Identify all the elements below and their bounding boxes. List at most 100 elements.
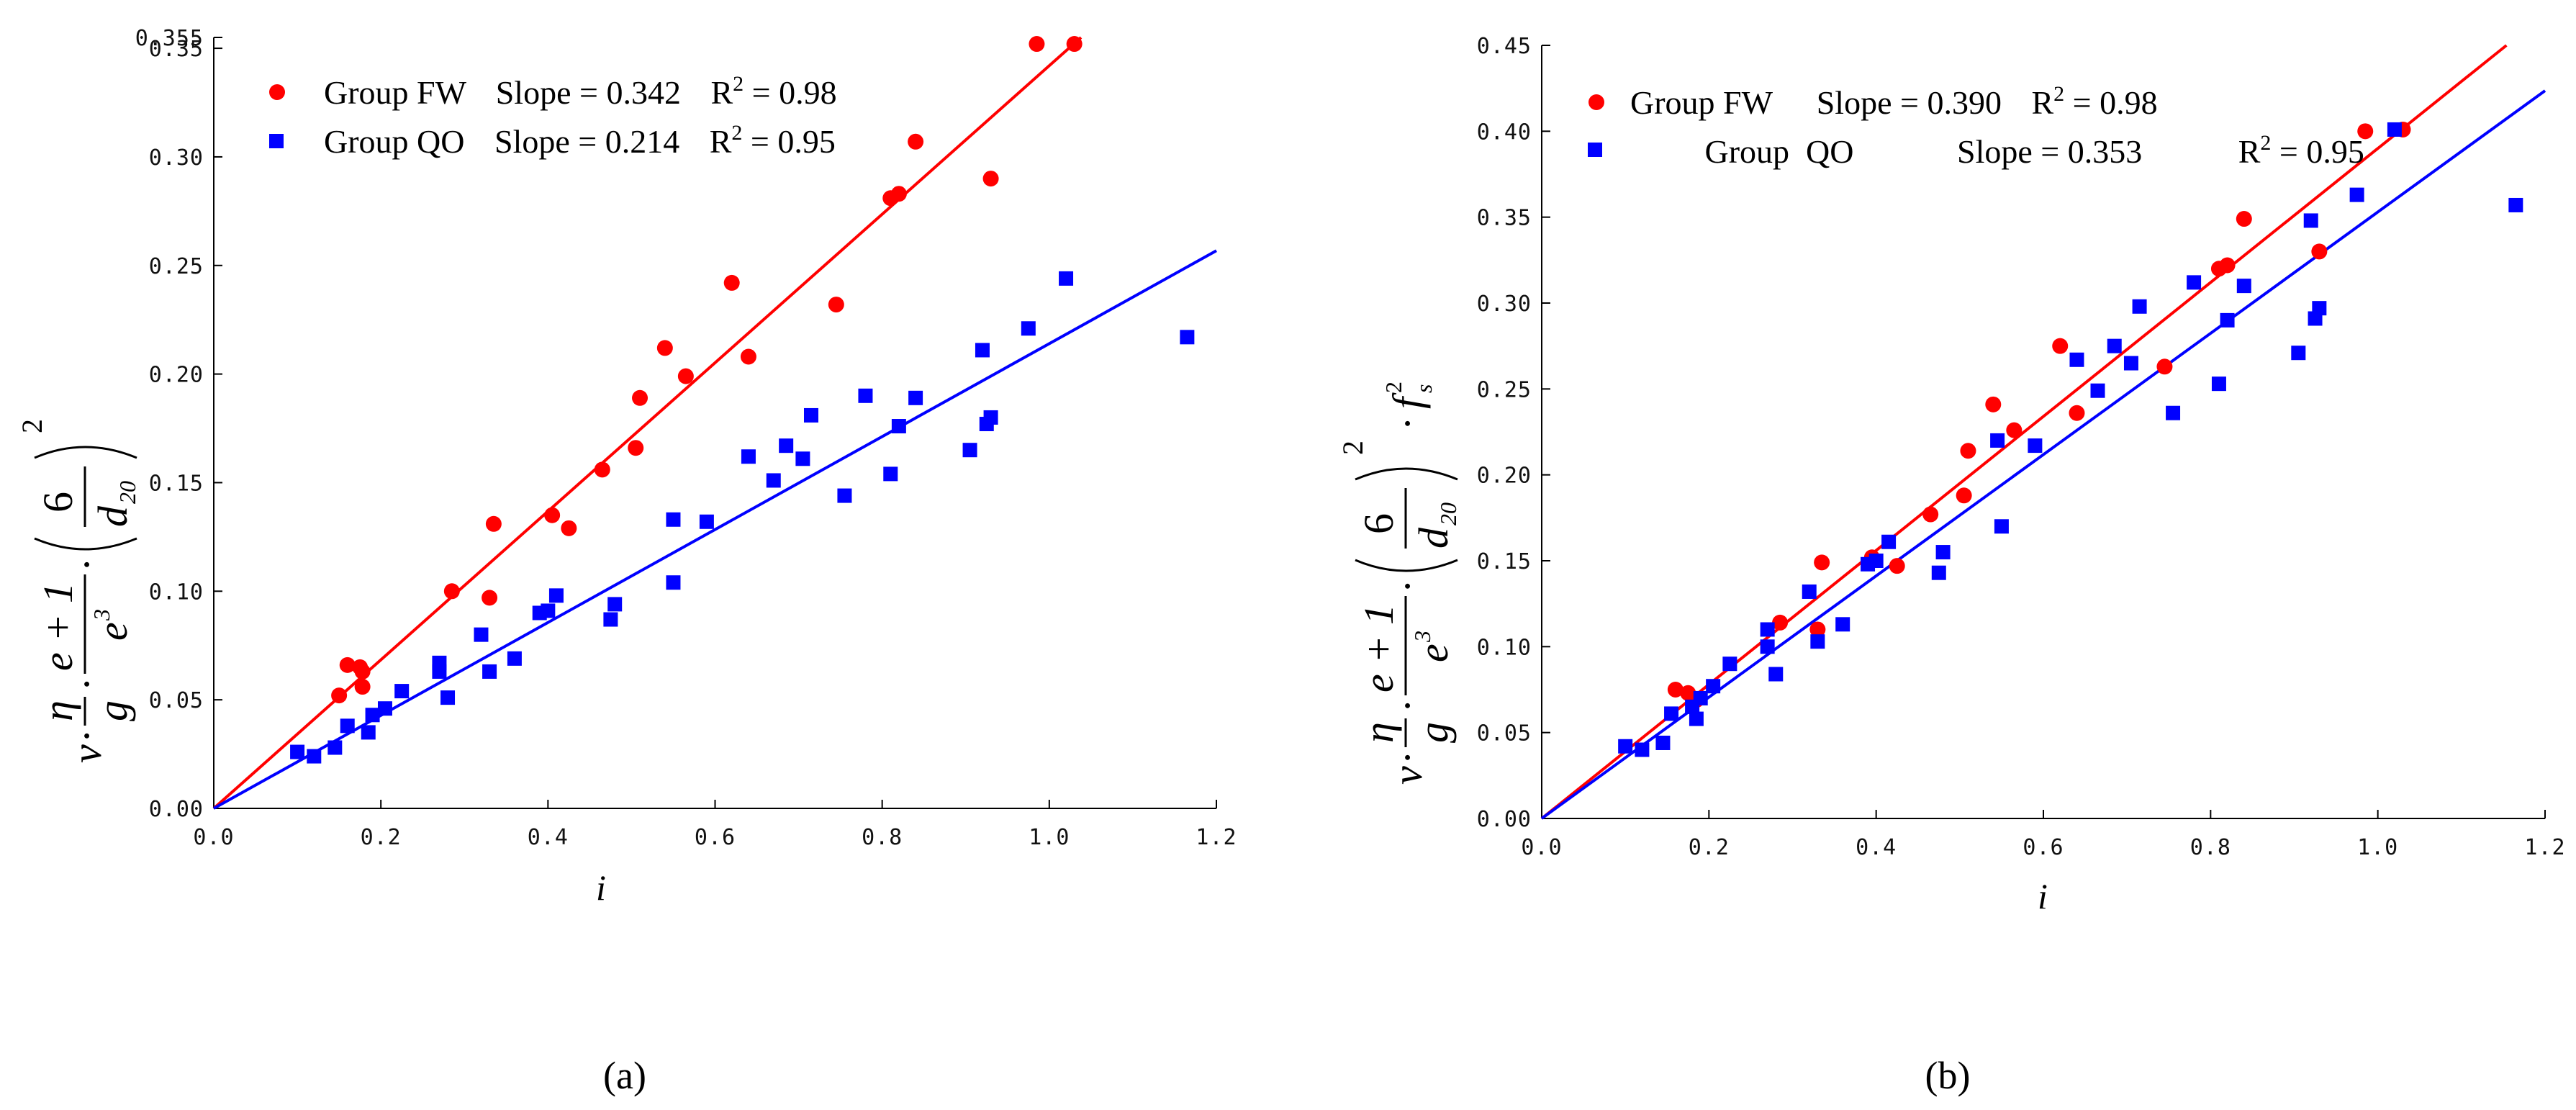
- plot-area-a: 0.0 0.2 0.4 0.6 0.8 1.0 1.2 0.00 0.05 0.10 0.15 0.2…: [135, 26, 1237, 850]
- point-group-qo-b: [1664, 706, 1679, 721]
- legend-marker-qo-b: [1588, 143, 1602, 157]
- plot-area-b: 0.0 0.2 0.4 0.6 0.8 1.0 1.2 0.00 0.05 0.10 0.15 0.2…: [1477, 34, 2565, 860]
- y-axis-title-b: v · η g · e + 1 e 3 · 6 d 20 2 · f 2 s: [1337, 382, 1461, 785]
- point-group-qo-a: [307, 749, 322, 764]
- point-group-qo-a: [803, 407, 818, 423]
- point-group-qo-a: [891, 419, 906, 434]
- legend-marker-qo: [269, 134, 284, 148]
- point-group-qo-b: [1810, 634, 1825, 649]
- point-group-qo-a: [1180, 330, 1195, 345]
- point-group-fw-b: [2236, 211, 2252, 227]
- x-tick-label-b: 0.0: [1521, 835, 1562, 860]
- fit-line-group-qo-b: [1540, 89, 2546, 820]
- fit-line-group-fw-a: [212, 36, 1083, 810]
- y-tick-label-b: 0.10: [1477, 635, 1532, 660]
- point-group-fw-b: [2052, 338, 2069, 354]
- svg-text:·: ·: [1384, 699, 1431, 713]
- point-group-qo-b: [1706, 679, 1721, 694]
- svg-text:2: 2: [1337, 441, 1369, 455]
- svg-text:e: e: [89, 622, 136, 641]
- y-tick-label-a: 0.355: [135, 26, 204, 51]
- point-group-qo-b: [2387, 122, 2402, 137]
- point-group-fw-a: [354, 679, 371, 695]
- point-group-qo-a: [766, 473, 781, 488]
- point-group-fw-b: [2357, 123, 2374, 140]
- y-tick-label-a: 0.25: [149, 254, 204, 279]
- panel-caption-b: (b): [1925, 1054, 1971, 1097]
- point-group-fw-a: [740, 348, 756, 365]
- point-group-qo-b: [1931, 565, 1946, 580]
- point-group-fw-b: [1809, 621, 1826, 638]
- point-group-qo-a: [432, 655, 447, 670]
- point-group-fw-b: [1772, 614, 1789, 631]
- y-tick-label-b: 0.45: [1477, 34, 1532, 59]
- y-tick-label-b: 0.35: [1477, 206, 1532, 231]
- y-tick-label-b: 0.15: [1477, 549, 1532, 574]
- y-tick-label-b: 0.20: [1477, 464, 1532, 489]
- point-group-qo-b: [2211, 376, 2226, 392]
- point-group-qo-a: [603, 612, 618, 627]
- point-group-qo-b: [2349, 187, 2364, 202]
- svg-text:·: ·: [63, 558, 110, 572]
- point-group-qo-a: [548, 588, 564, 603]
- legend-b: Group FW Slope = 0.390 R2 = 0.98 Group Q…: [1588, 82, 2422, 170]
- point-group-qo-b: [2236, 279, 2251, 294]
- point-group-qo-a: [361, 725, 376, 740]
- point-group-fw-a: [632, 389, 648, 406]
- point-group-qo-b: [1760, 639, 1775, 654]
- x-axis-title-a: i: [596, 867, 606, 908]
- legend-fw-label: Group FW Slope = 0.342 R2 = 0.98: [324, 72, 837, 111]
- point-group-qo-a: [365, 708, 380, 723]
- point-group-qo-a: [440, 690, 456, 705]
- svg-text:20: 20: [114, 481, 140, 504]
- x-tick-label-a: 1.0: [1029, 825, 1070, 850]
- fit-line-group-fw-b: [1540, 44, 2508, 820]
- point-group-fw-a: [485, 515, 502, 532]
- point-group-qo-b: [2166, 405, 2181, 420]
- svg-text:·: ·: [63, 677, 110, 691]
- x-tick-label-a: 1.2: [1196, 825, 1237, 850]
- point-group-qo-a: [377, 701, 392, 716]
- point-group-qo-a: [883, 466, 898, 482]
- point-group-qo-a: [290, 744, 305, 759]
- svg-text:v: v: [63, 744, 110, 763]
- svg-text:2: 2: [1380, 382, 1406, 393]
- x-axis-title-b: i: [2038, 876, 2048, 916]
- point-group-qo-b: [2028, 438, 2043, 454]
- point-group-fw-b: [1814, 554, 1830, 571]
- point-group-qo-a: [858, 388, 873, 403]
- x-tick-label-a: 0.2: [361, 825, 402, 850]
- svg-text:s: s: [1411, 384, 1437, 393]
- fit-line-group-qo-a: [213, 249, 1217, 810]
- point-group-fw-a: [331, 687, 348, 704]
- x-tick-label-b: 0.6: [2023, 835, 2064, 860]
- point-group-fw-a: [656, 340, 673, 356]
- point-group-qo-b: [1693, 690, 1708, 705]
- point-group-fw-b: [1956, 487, 1972, 504]
- point-group-qo-a: [507, 651, 522, 666]
- y-tick-label-a: 0.00: [149, 797, 204, 822]
- point-group-qo-b: [2123, 356, 2138, 371]
- panel-a: 0.0 0.2 0.4 0.6 0.8 1.0 1.2 0.00 0.05 0.10 0.15 0.2…: [16, 26, 1237, 1097]
- svg-text:2: 2: [16, 419, 48, 433]
- legend-marker-fw: [269, 84, 285, 100]
- point-group-qo-a: [474, 627, 489, 642]
- y-tick-label-b: 0.40: [1477, 119, 1532, 145]
- point-group-qo-b: [1760, 622, 1775, 637]
- point-group-qo-b: [2090, 383, 2105, 398]
- point-group-fw-a: [561, 520, 577, 536]
- y-axis-title-a: v · η g · e + 1 e 3 · 6 d 20 2: [16, 419, 140, 763]
- point-group-fw-a: [1029, 36, 1045, 53]
- legend-a: Group FW Slope = 0.342 R2 = 0.98 Group Q…: [269, 72, 837, 160]
- legend-qo-label-b: Group QO Slope = 0.353 R2 = 0.95: [1630, 131, 2422, 170]
- point-group-qo-a: [541, 603, 556, 618]
- point-group-fw-a: [723, 274, 740, 291]
- svg-text:g: g: [1410, 722, 1457, 743]
- svg-text:3: 3: [1409, 631, 1435, 643]
- x-tick-label-a: 0.6: [695, 825, 736, 850]
- svg-text:·: ·: [63, 729, 110, 743]
- x-tick-label-b: 0.8: [2190, 835, 2231, 860]
- svg-text:g: g: [89, 700, 136, 721]
- svg-text:v: v: [1384, 766, 1431, 785]
